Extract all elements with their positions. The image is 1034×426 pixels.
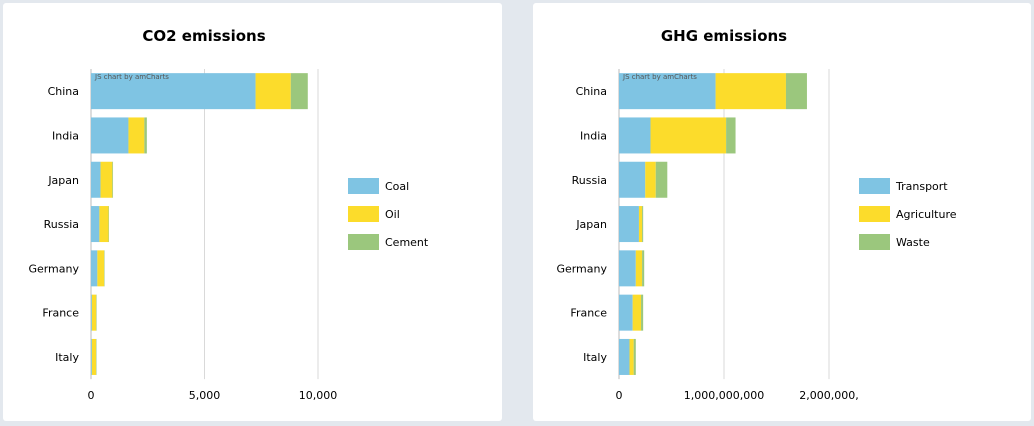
ghg-emissions-chart: GHG emissions 0 1,000,000,000 2,000,000, Chi… xyxy=(556,27,957,402)
chart-1-category-label: India xyxy=(580,129,607,142)
chart-0-legend-label-cement[interactable]: Cement xyxy=(385,236,429,249)
chart-0-bar-oil-india[interactable] xyxy=(128,117,145,154)
chart-1-bar-waste-china[interactable] xyxy=(785,73,807,110)
chart-0-bar-oil-germany[interactable] xyxy=(97,250,105,287)
chart-0-credit-link[interactable]: JS chart by amCharts xyxy=(94,73,169,81)
co2-emissions-panel: CO2 emissions 0 5,000 10,000 China India Japan… xyxy=(3,3,502,421)
chart-1-category-label: France xyxy=(570,307,607,320)
chart-1-bar-agriculture-russia[interactable] xyxy=(645,161,656,198)
chart-0-bar-coal-italy[interactable] xyxy=(91,338,92,375)
chart-0-legend-swatch-oil[interactable] xyxy=(348,206,379,222)
chart-0-bar-cement-china[interactable] xyxy=(290,73,308,110)
chart-1-bar-transport-china[interactable] xyxy=(619,73,716,110)
chart-1-bar-waste-france[interactable] xyxy=(641,294,644,331)
chart-0-legend-label-coal[interactable]: Coal xyxy=(385,180,409,193)
chart-1-bar-agriculture-japan[interactable] xyxy=(638,206,643,243)
chart-0-category-label: India xyxy=(52,129,79,142)
chart-0-bar-oil-russia[interactable] xyxy=(99,206,109,243)
chart-1-bar-waste-russia[interactable] xyxy=(655,161,668,198)
chart-1-bar-transport-italy[interactable] xyxy=(619,338,630,375)
chart-0-bar-coal-russia[interactable] xyxy=(91,206,100,243)
chart-1-x-tick-label: 0 xyxy=(616,389,623,402)
chart-1-legend-label-transport[interactable]: Transport xyxy=(895,180,948,193)
chart-0-bar-oil-japan[interactable] xyxy=(100,161,113,198)
chart-0-x-tick-label: 0 xyxy=(88,389,95,402)
chart-0-legend-label-oil[interactable]: Oil xyxy=(385,208,400,221)
chart-1-bar-transport-japan[interactable] xyxy=(619,206,639,243)
chart-0-bar-coal-japan[interactable] xyxy=(91,161,101,198)
chart-1-category-label: Italy xyxy=(583,351,607,364)
chart-1-bar-waste-germany[interactable] xyxy=(642,250,645,287)
chart-1-category-label: Russia xyxy=(572,174,607,187)
chart-1-credit-link[interactable]: JS chart by amCharts xyxy=(622,73,697,81)
chart-0-category-label: Russia xyxy=(44,218,79,231)
chart-1-x-tick-label: 1,000,000,000 xyxy=(684,389,764,402)
chart-1-bar-waste-japan[interactable] xyxy=(642,206,644,243)
chart-1-legend-label-waste[interactable]: Waste xyxy=(896,236,930,249)
chart-1-legend-swatch-transport[interactable] xyxy=(859,178,890,194)
chart-1-legend-swatch-agriculture[interactable] xyxy=(859,206,890,222)
chart-1-bar-agriculture-germany[interactable] xyxy=(635,250,643,287)
chart-1-bar-waste-india[interactable] xyxy=(726,117,736,154)
chart-1-bar-transport-russia[interactable] xyxy=(619,161,646,198)
chart-0-bar-oil-china[interactable] xyxy=(255,73,291,110)
chart-0-category-label: Japan xyxy=(47,174,79,187)
chart-0-x-tick-label: 5,000 xyxy=(189,389,221,402)
chart-1-bar-agriculture-india[interactable] xyxy=(650,117,727,154)
chart-0-bar-coal-india[interactable] xyxy=(91,117,129,154)
chart-1-bar-waste-italy[interactable] xyxy=(633,338,636,375)
chart-0-bar-coal-germany[interactable] xyxy=(91,250,98,287)
chart-0-bar-cement-japan[interactable] xyxy=(112,161,114,198)
chart-0-bar-coal-france[interactable] xyxy=(91,294,92,331)
co2-emissions-chart: CO2 emissions 0 5,000 10,000 China India Japan… xyxy=(28,27,429,402)
chart-0-category-label: Italy xyxy=(55,351,79,364)
chart-1-category-label: China xyxy=(576,85,607,98)
chart-1-bar-transport-germany[interactable] xyxy=(619,250,636,287)
chart-1-x-tick-label: 2,000,000, xyxy=(799,389,858,402)
chart-1-category-label: Japan xyxy=(575,218,607,231)
chart-0-title: CO2 emissions xyxy=(142,27,265,45)
chart-1-bar-transport-france[interactable] xyxy=(619,294,633,331)
chart-0-bar-coal-china[interactable] xyxy=(91,73,256,110)
chart-1-legend-swatch-waste[interactable] xyxy=(859,234,890,250)
chart-0-category-label: China xyxy=(48,85,79,98)
chart-0-legend-swatch-coal[interactable] xyxy=(348,178,379,194)
chart-1-bar-agriculture-france[interactable] xyxy=(632,294,642,331)
chart-0-category-label: France xyxy=(42,307,79,320)
chart-1-bar-agriculture-china[interactable] xyxy=(715,73,786,110)
chart-0-x-tick-label: 10,000 xyxy=(299,389,338,402)
chart-1-title: GHG emissions xyxy=(661,27,787,45)
chart-0-bar-oil-italy[interactable] xyxy=(91,338,96,375)
chart-0-bar-cement-india[interactable] xyxy=(144,117,147,154)
chart-1-category-label: Germany xyxy=(556,262,607,275)
ghg-emissions-panel: GHG emissions 0 1,000,000,000 2,000,000, Chi… xyxy=(533,3,1031,421)
chart-1-legend-label-agriculture[interactable]: Agriculture xyxy=(896,208,957,221)
chart-0-bar-oil-france[interactable] xyxy=(91,294,97,331)
chart-1-bar-transport-india[interactable] xyxy=(619,117,651,154)
chart-0-legend-swatch-cement[interactable] xyxy=(348,234,379,250)
chart-0-category-label: Germany xyxy=(28,262,79,275)
chart-1-bar-agriculture-italy[interactable] xyxy=(629,338,634,375)
